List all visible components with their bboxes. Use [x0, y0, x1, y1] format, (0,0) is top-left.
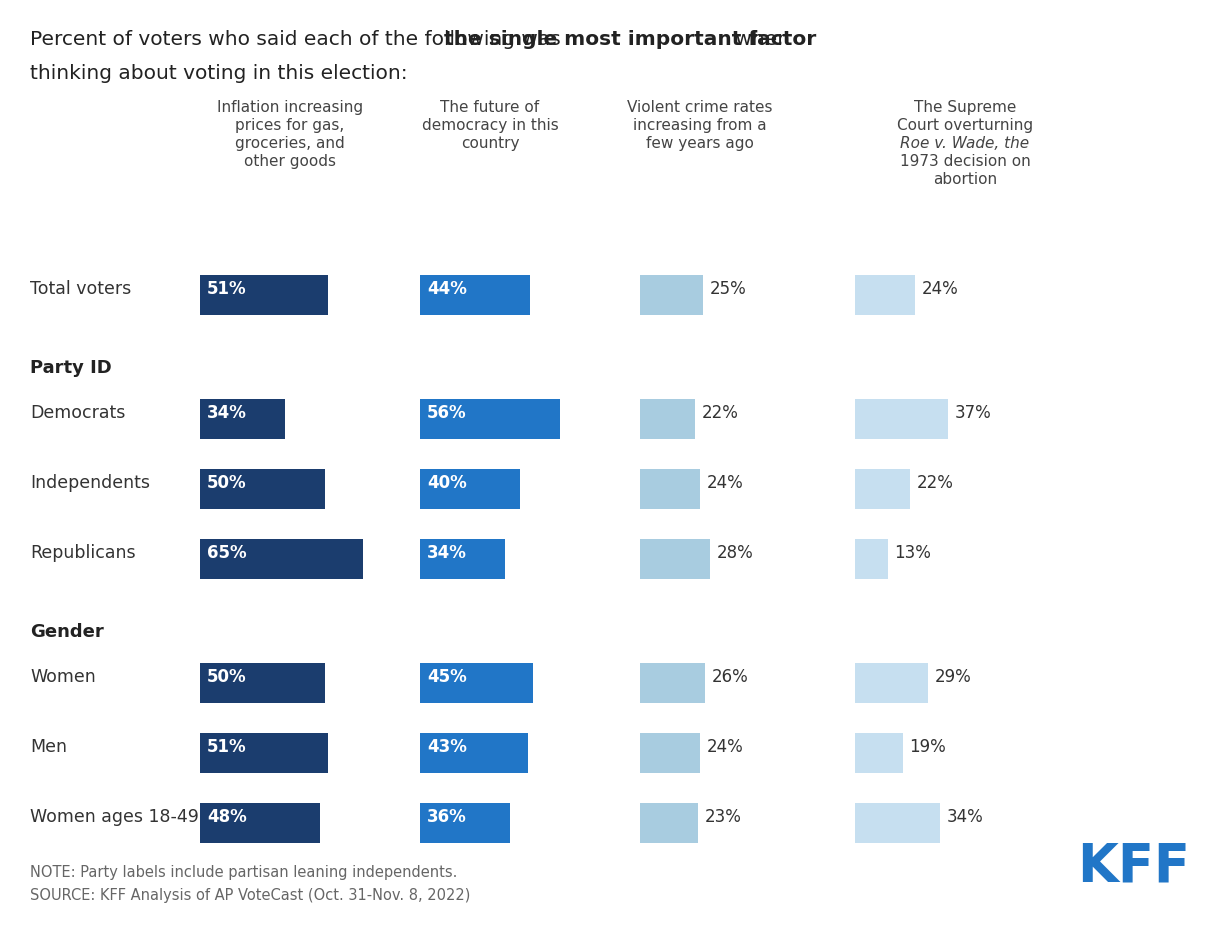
- Bar: [855, 803, 939, 843]
- Text: Independents: Independents: [30, 474, 150, 492]
- Text: 1973 decision on: 1973 decision on: [899, 154, 1031, 169]
- Text: thinking about voting in this election:: thinking about voting in this election:: [30, 64, 407, 83]
- Text: Gender: Gender: [30, 622, 104, 640]
- Bar: [420, 803, 510, 843]
- Text: 22%: 22%: [702, 404, 739, 422]
- Text: when: when: [730, 30, 791, 49]
- Text: abortion: abortion: [933, 172, 997, 187]
- Text: 50%: 50%: [207, 668, 246, 686]
- Text: 34%: 34%: [947, 808, 983, 826]
- Bar: [855, 469, 910, 509]
- Bar: [640, 399, 695, 439]
- Bar: [640, 539, 710, 579]
- Bar: [640, 803, 698, 843]
- Text: 28%: 28%: [717, 544, 754, 562]
- Bar: [200, 539, 362, 579]
- Text: Percent of voters who said each of the following was: Percent of voters who said each of the f…: [30, 30, 567, 49]
- Bar: [420, 539, 505, 579]
- Text: Women: Women: [30, 668, 95, 686]
- Text: other goods: other goods: [244, 154, 336, 169]
- Text: Women ages 18-49: Women ages 18-49: [30, 808, 199, 826]
- Text: Total voters: Total voters: [30, 280, 132, 298]
- Text: few years ago: few years ago: [647, 136, 754, 151]
- Text: 22%: 22%: [917, 474, 954, 492]
- Bar: [420, 663, 532, 703]
- Text: Court overturning: Court overturning: [897, 118, 1033, 133]
- Bar: [640, 469, 700, 509]
- Bar: [200, 733, 327, 773]
- Bar: [200, 469, 325, 509]
- Bar: [420, 399, 560, 439]
- Text: KFF: KFF: [1077, 840, 1190, 892]
- Bar: [420, 275, 529, 315]
- Text: groceries, and: groceries, and: [235, 136, 345, 151]
- Bar: [855, 539, 887, 579]
- Text: 34%: 34%: [207, 404, 246, 422]
- Text: 51%: 51%: [207, 280, 246, 298]
- Text: NOTE: Party labels include partisan leaning independents.: NOTE: Party labels include partisan lean…: [30, 865, 458, 880]
- Text: prices for gas,: prices for gas,: [235, 118, 344, 133]
- Bar: [420, 733, 527, 773]
- Text: 24%: 24%: [708, 738, 744, 756]
- Text: SOURCE: KFF Analysis of AP VoteCast (Oct. 31-Nov. 8, 2022): SOURCE: KFF Analysis of AP VoteCast (Oct…: [30, 888, 471, 903]
- Text: 13%: 13%: [894, 544, 931, 562]
- Text: 36%: 36%: [427, 808, 467, 826]
- Bar: [855, 733, 903, 773]
- Text: 25%: 25%: [710, 280, 747, 298]
- Text: 51%: 51%: [207, 738, 246, 756]
- Text: 48%: 48%: [207, 808, 246, 826]
- Text: 43%: 43%: [427, 738, 467, 756]
- Text: 50%: 50%: [207, 474, 246, 492]
- Bar: [640, 275, 703, 315]
- Text: Roe v. Wade, the: Roe v. Wade, the: [900, 136, 1030, 151]
- Text: Men: Men: [30, 738, 67, 756]
- Text: 29%: 29%: [935, 668, 971, 686]
- Text: Violent crime rates: Violent crime rates: [627, 100, 772, 115]
- Text: 23%: 23%: [704, 808, 742, 826]
- Text: 24%: 24%: [708, 474, 744, 492]
- Text: Democrats: Democrats: [30, 404, 126, 422]
- Text: Inflation increasing: Inflation increasing: [217, 100, 364, 115]
- Bar: [855, 399, 948, 439]
- Bar: [855, 275, 915, 315]
- Bar: [200, 803, 320, 843]
- Bar: [640, 663, 705, 703]
- Text: 65%: 65%: [207, 544, 246, 562]
- Text: 37%: 37%: [954, 404, 991, 422]
- Text: The Supreme: The Supreme: [914, 100, 1016, 115]
- Text: Republicans: Republicans: [30, 544, 135, 562]
- Text: 45%: 45%: [427, 668, 467, 686]
- Text: The future of: The future of: [440, 100, 539, 115]
- Bar: [420, 469, 520, 509]
- Text: increasing from a: increasing from a: [633, 118, 767, 133]
- Text: 40%: 40%: [427, 474, 467, 492]
- Bar: [855, 663, 927, 703]
- Text: 56%: 56%: [427, 404, 466, 422]
- Bar: [640, 733, 700, 773]
- Text: 19%: 19%: [909, 738, 947, 756]
- Bar: [200, 275, 327, 315]
- Text: democracy in this: democracy in this: [422, 118, 559, 133]
- Text: 44%: 44%: [427, 280, 467, 298]
- Text: 34%: 34%: [427, 544, 467, 562]
- Text: Party ID: Party ID: [30, 358, 112, 377]
- Text: 26%: 26%: [712, 668, 749, 686]
- Text: 24%: 24%: [922, 280, 959, 298]
- Text: the single most important factor: the single most important factor: [444, 30, 816, 49]
- Bar: [200, 663, 325, 703]
- Text: country: country: [461, 136, 520, 151]
- Bar: [200, 399, 285, 439]
